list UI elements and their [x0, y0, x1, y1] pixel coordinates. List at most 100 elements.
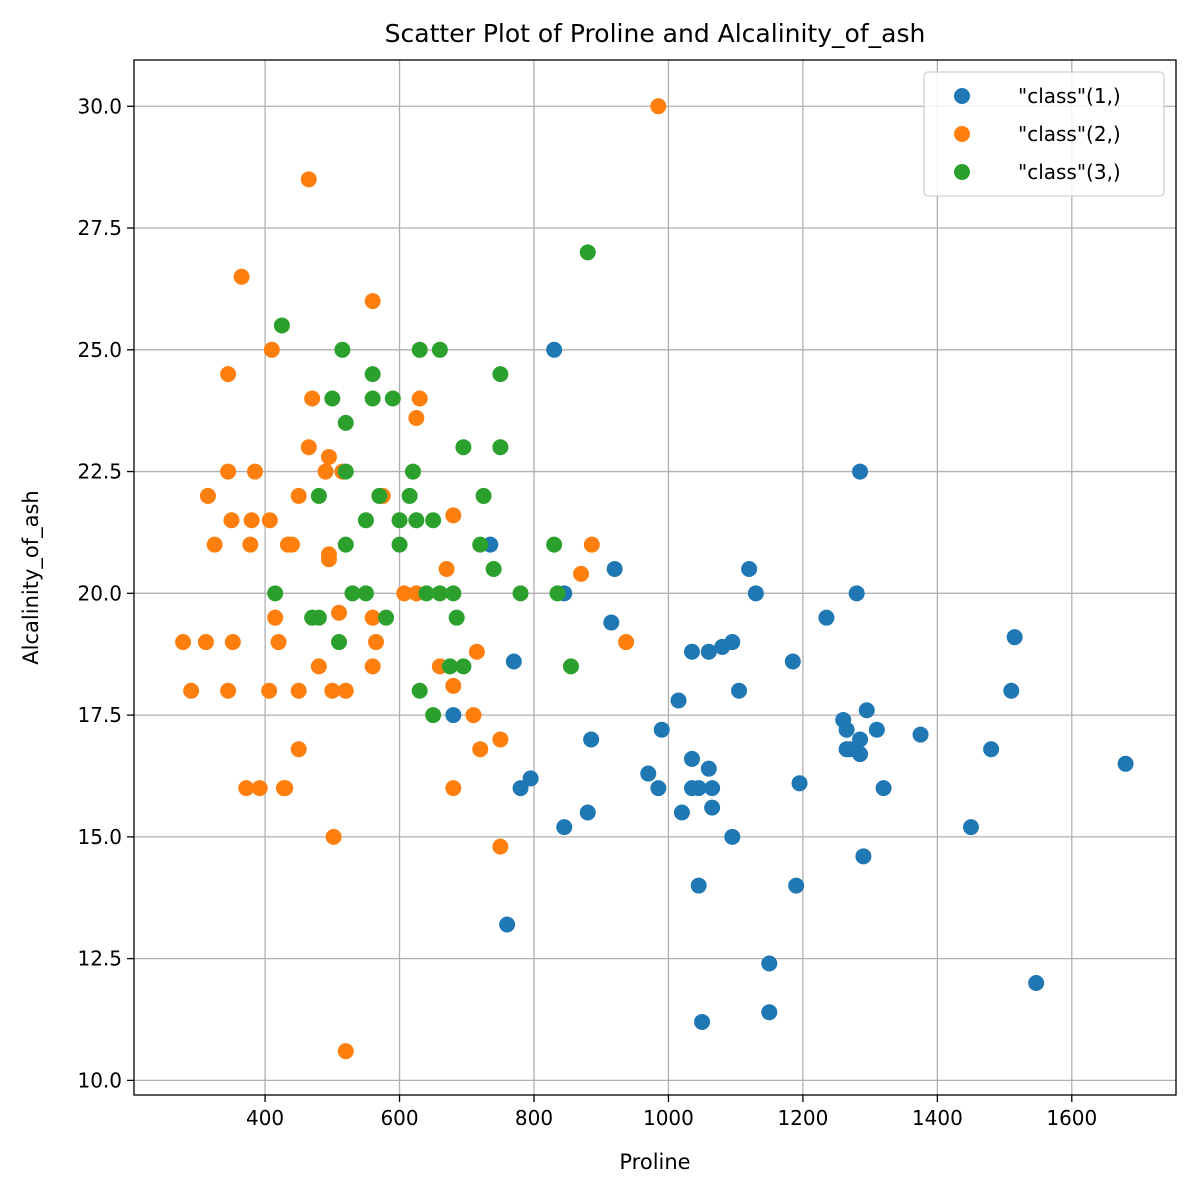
- data-point: [492, 366, 509, 383]
- data-point: [704, 799, 721, 816]
- data-point: [868, 721, 885, 738]
- data-point: [912, 726, 929, 743]
- data-point: [791, 775, 808, 792]
- data-point: [310, 487, 327, 504]
- y-tick-label: 12.5: [77, 947, 122, 971]
- data-point: [505, 653, 522, 670]
- x-tick-label: 1400: [912, 1106, 963, 1130]
- data-point: [546, 341, 563, 358]
- data-point: [320, 551, 337, 568]
- data-point: [603, 614, 620, 631]
- data-point: [337, 463, 354, 480]
- data-point: [694, 1013, 711, 1030]
- data-point: [324, 390, 341, 407]
- data-point: [310, 609, 327, 626]
- data-point: [247, 463, 264, 480]
- data-point: [445, 585, 462, 602]
- data-point: [300, 171, 317, 188]
- data-point: [364, 390, 381, 407]
- y-tick-label: 25.0: [77, 338, 122, 362]
- data-point: [700, 760, 717, 777]
- data-point: [983, 741, 1000, 758]
- data-point: [606, 560, 623, 577]
- data-point: [175, 634, 192, 651]
- data-point: [573, 565, 590, 582]
- data-point: [747, 585, 764, 602]
- x-tick-label: 800: [515, 1106, 553, 1130]
- y-tick-label: 27.5: [77, 216, 122, 240]
- data-point: [304, 390, 321, 407]
- data-point: [485, 560, 502, 577]
- data-point: [242, 536, 259, 553]
- y-tick-label: 10.0: [77, 1068, 122, 1092]
- data-point: [455, 658, 472, 675]
- data-point: [838, 721, 855, 738]
- data-point: [411, 390, 428, 407]
- data-point: [492, 439, 509, 456]
- data-point: [741, 560, 758, 577]
- data-point: [270, 634, 287, 651]
- data-point: [579, 804, 596, 821]
- data-point: [223, 512, 240, 529]
- data-point: [583, 536, 600, 553]
- data-point: [852, 746, 869, 763]
- data-point: [408, 409, 425, 426]
- data-point: [556, 819, 573, 836]
- data-point: [411, 341, 428, 358]
- data-point: [310, 658, 327, 675]
- data-point: [320, 448, 337, 465]
- axis-ticks: 400 600 800 1000 1200 1400 1600 10.0 12.5 15.0 17.…: [77, 94, 1097, 1130]
- y-tick-label: 22.5: [77, 460, 122, 484]
- series-1: [445, 341, 1134, 1030]
- data-point: [445, 707, 462, 724]
- legend-box: [923, 71, 1165, 197]
- chart-title: Scatter Plot of Proline and Alcalinity_o…: [385, 19, 926, 48]
- data-point: [290, 741, 307, 758]
- data-point: [683, 643, 700, 660]
- data-point: [875, 780, 892, 797]
- data-point: [788, 877, 805, 894]
- data-point: [650, 98, 667, 115]
- data-point: [761, 955, 778, 972]
- data-point: [690, 780, 707, 797]
- data-point: [357, 585, 374, 602]
- data-point: [852, 731, 869, 748]
- y-tick-label: 17.5: [77, 703, 122, 727]
- data-point: [445, 507, 462, 524]
- data-point: [325, 828, 342, 845]
- data-point: [290, 682, 307, 699]
- data-point: [331, 604, 348, 621]
- x-axis-title: Proline: [619, 1150, 690, 1174]
- data-point: [549, 585, 566, 602]
- data-point: [472, 536, 489, 553]
- data-point: [512, 780, 529, 797]
- data-point: [492, 838, 509, 855]
- data-point: [1028, 974, 1045, 991]
- data-point: [396, 585, 413, 602]
- data-point: [714, 638, 731, 655]
- y-tick-label: 15.0: [77, 825, 122, 849]
- data-point: [418, 585, 435, 602]
- data-point: [670, 692, 687, 709]
- data-point: [1117, 755, 1134, 772]
- data-point: [317, 463, 334, 480]
- x-tick-label: 600: [380, 1106, 418, 1130]
- legend-label: "class"(2,): [1018, 122, 1121, 146]
- data-point: [364, 609, 381, 626]
- data-point: [364, 658, 381, 675]
- data-point: [357, 512, 374, 529]
- data-point: [425, 512, 442, 529]
- data-point: [683, 750, 700, 767]
- data-point: [220, 366, 237, 383]
- data-point: [300, 439, 317, 456]
- data-point: [1003, 682, 1020, 699]
- legend-label: "class"(3,): [1018, 160, 1121, 184]
- data-point: [411, 682, 428, 699]
- data-point: [690, 877, 707, 894]
- grid-lines: [134, 60, 1176, 1095]
- data-point: [962, 819, 979, 836]
- data-point: [337, 682, 354, 699]
- data-point: [431, 585, 448, 602]
- data-point: [384, 390, 401, 407]
